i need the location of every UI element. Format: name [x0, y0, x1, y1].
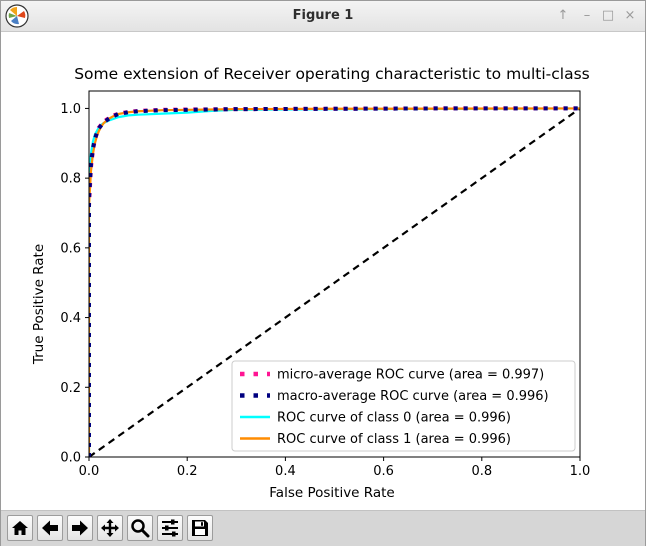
- forward-icon: [72, 520, 88, 536]
- series-line-1: [89, 106, 580, 457]
- x-tick-label: 0.0: [79, 464, 100, 479]
- x-tick-label: 0.8: [471, 464, 492, 479]
- chance-diagonal-line: [89, 107, 580, 457]
- curves: [89, 106, 580, 457]
- legend-entry-label-3: ROC curve of class 1 (area = 0.996): [277, 432, 511, 447]
- pan-icon: [101, 519, 119, 537]
- y-tick-label: 0.6: [60, 241, 81, 256]
- pan-button[interactable]: [97, 515, 123, 541]
- x-tick-label: 0.2: [177, 464, 198, 479]
- x-tick-label: 0.4: [275, 464, 296, 479]
- navigation-toolbar: [1, 510, 645, 546]
- back-icon: [42, 520, 58, 536]
- configure-subplots-button[interactable]: [157, 515, 183, 541]
- close-icon[interactable]: ×: [624, 8, 636, 23]
- axis-ticks: 0.0 0.2 0.4 0.6 0.8 1.0 0.0 0.2 0.4 0.6 0.8 1.0: [60, 102, 590, 479]
- chart-title: Some extension of Receiver operating cha…: [74, 65, 590, 83]
- legend-entry-label-2: ROC curve of class 0 (area = 0.996): [277, 411, 511, 426]
- figure-canvas[interactable]: Some extension of Receiver operating cha…: [1, 32, 645, 510]
- y-tick-label: 0.4: [60, 311, 81, 326]
- pin-icon[interactable]: ↑: [557, 8, 569, 23]
- y-tick-label: 1.0: [60, 102, 81, 117]
- legend: micro-average ROC curve (area = 0.997) ma…: [231, 360, 576, 452]
- y-axis-label: True Positive Rate: [31, 244, 47, 365]
- configure-subplots-icon: [162, 519, 178, 537]
- minimize-icon[interactable]: –: [583, 8, 591, 23]
- zoom-button[interactable]: [127, 515, 153, 541]
- matplotlib-app-icon: [5, 4, 29, 28]
- x-tick-label: 1.0: [570, 464, 591, 479]
- legend-box: [231, 360, 576, 452]
- window-title: Figure 1: [292, 8, 354, 23]
- home-button[interactable]: [7, 515, 33, 541]
- zoom-icon: [131, 519, 150, 538]
- home-icon: [12, 521, 28, 535]
- legend-entry-label-0: micro-average ROC curve (area = 0.997): [277, 368, 544, 383]
- forward-button[interactable]: [67, 515, 93, 541]
- x-axis-label: False Positive Rate: [269, 485, 394, 501]
- x-tick-label: 0.6: [373, 464, 394, 479]
- axes-frame: [88, 90, 581, 458]
- back-button[interactable]: [37, 515, 63, 541]
- y-tick-label: 0.0: [60, 451, 81, 466]
- legend-entry-label-1: macro-average ROC curve (area = 0.996): [277, 389, 549, 404]
- y-tick-label: 0.8: [60, 172, 81, 187]
- y-tick-label: 0.2: [60, 381, 81, 396]
- maximize-icon[interactable]: □: [601, 8, 615, 23]
- save-icon: [192, 520, 208, 536]
- roc-chart: Some extension of Receiver operating cha…: [31, 65, 590, 501]
- save-button[interactable]: [187, 515, 213, 541]
- title-bar[interactable]: Figure 1 ↑ – □ ×: [1, 1, 645, 32]
